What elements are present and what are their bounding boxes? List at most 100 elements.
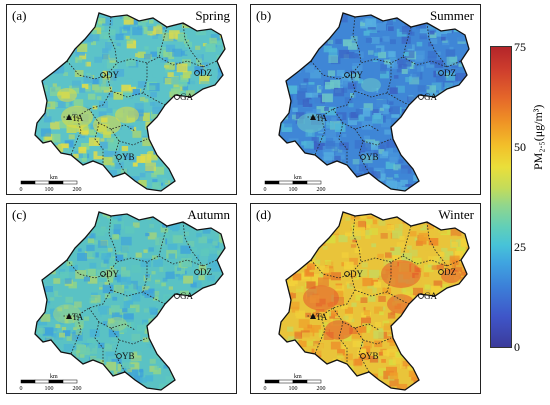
map-spring: DY DZ GA TA YB km 0 100 200 [20,12,226,193]
city-label: DY [106,269,119,279]
panel-label: (c) [12,207,27,222]
scale-tick-label: 200 [317,386,326,392]
city-label: TA [72,113,84,123]
district-border [314,116,326,156]
colorbar-title: PM₂.₅(μg/m³) [531,104,545,170]
city-label: DZ [200,267,212,277]
district-border [332,307,380,331]
city-marker [344,271,350,277]
district-border [402,255,462,267]
scale-tick-label: 100 [45,187,54,193]
region-boundary [278,12,470,192]
city-marker [174,94,180,100]
district-border [402,56,462,68]
season-title: Spring [195,8,230,23]
city-marker-triangle [310,313,316,319]
season-title: Autumn [187,207,230,222]
map-summer: DY DZ GA TA YB km 0 100 200 [264,12,470,193]
district-border [354,327,370,373]
district-border [352,16,362,64]
scale-tick-label: 200 [317,187,326,193]
city-label: TA [72,312,84,322]
colorbar-tick: 75 [514,40,526,54]
city-label: GA [180,291,193,301]
scale-tick-label: 0 [20,187,23,193]
city-marker [100,271,106,277]
colorbar-gradient [490,46,512,348]
city-marker-triangle [66,114,72,120]
city-label: DY [350,70,363,80]
city-marker [116,154,122,160]
district-border [108,215,118,263]
city-marker [360,353,366,359]
district-border [182,221,204,267]
map-panel-winter: DY DZ GA TA YB km 0 100 200 (d) Winter [250,203,481,394]
scale-tick-label: 0 [20,386,23,392]
district-border [66,60,108,80]
district-border [94,122,104,165]
district-border [350,56,404,76]
colorbar-tick: 50 [514,140,526,154]
city-marker-triangle [310,114,316,120]
district-border [354,128,370,174]
city-label: YB [366,152,379,162]
scale-tick-label: 100 [289,386,298,392]
district-border [110,128,126,174]
district-border [350,255,404,275]
city-marker [360,154,366,160]
region-boundary [278,211,470,391]
city-label: TA [316,312,328,322]
map-panel-spring: DY DZ GA TA YB km 0 100 200 (a) Spring [6,4,237,195]
district-border [307,74,356,118]
city-marker [194,269,200,275]
district-border [332,108,380,132]
city-label: TA [316,113,328,123]
scale-tick-label: 200 [73,386,82,392]
city-label: DZ [200,68,212,78]
scale-bar: km 0 100 200 [20,374,82,392]
city-label: GA [424,291,437,301]
region-boundary [34,211,226,391]
district-border [338,321,348,364]
district-border [314,315,326,355]
season-title: Summer [429,8,474,23]
scale-bar: km 0 100 200 [264,374,326,392]
district-border [108,16,118,64]
city-marker [116,353,122,359]
district-border [110,327,126,373]
scale-tick-label: 0 [264,386,267,392]
pm25-raster [279,212,469,390]
map-panel-summer: DY DZ GA TA YB km 0 100 200 (b) Summer [250,4,481,195]
colorbar-tick: 25 [514,240,526,254]
region-boundary [34,12,226,192]
district-border [310,259,352,279]
scale-unit: km [50,175,58,181]
scale-bar: km 0 100 200 [20,175,82,193]
scale-unit: km [294,374,302,380]
city-label: DY [106,70,119,80]
map-autumn: DY DZ GA TA YB km 0 100 200 [20,211,226,392]
city-marker [100,72,106,78]
panel-label: (a) [12,8,27,23]
city-label: GA [180,92,193,102]
scale-tick-label: 200 [73,187,82,193]
panel-label: (b) [256,8,272,23]
city-marker [438,70,444,76]
district-border [66,259,108,279]
city-label: DZ [444,267,456,277]
district-border [426,221,448,267]
colorbar-tick: 0 [514,340,520,354]
city-marker [438,269,444,275]
district-border [158,56,218,68]
city-label: DZ [444,68,456,78]
pm25-raster [279,13,469,191]
district-border [88,108,136,132]
district-border [182,22,204,68]
district-border [63,273,112,317]
district-border [106,255,160,275]
district-border [158,255,218,267]
city-marker [418,94,424,100]
season-title: Winter [438,207,474,222]
city-label: YB [122,351,135,361]
scale-tick-label: 0 [264,187,267,193]
